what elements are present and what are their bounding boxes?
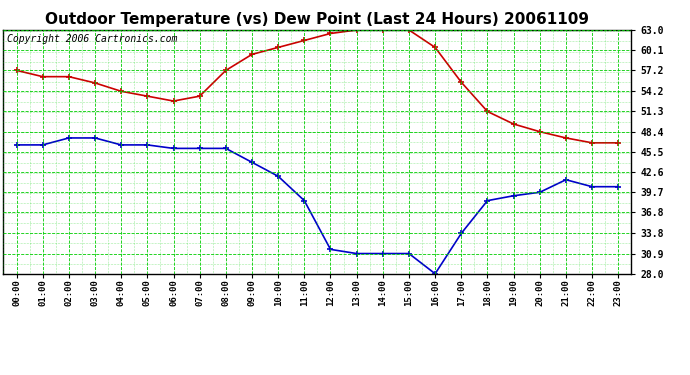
Text: Copyright 2006 Cartronics.com: Copyright 2006 Cartronics.com [7,34,177,44]
Title: Outdoor Temperature (vs) Dew Point (Last 24 Hours) 20061109: Outdoor Temperature (vs) Dew Point (Last… [46,12,589,27]
